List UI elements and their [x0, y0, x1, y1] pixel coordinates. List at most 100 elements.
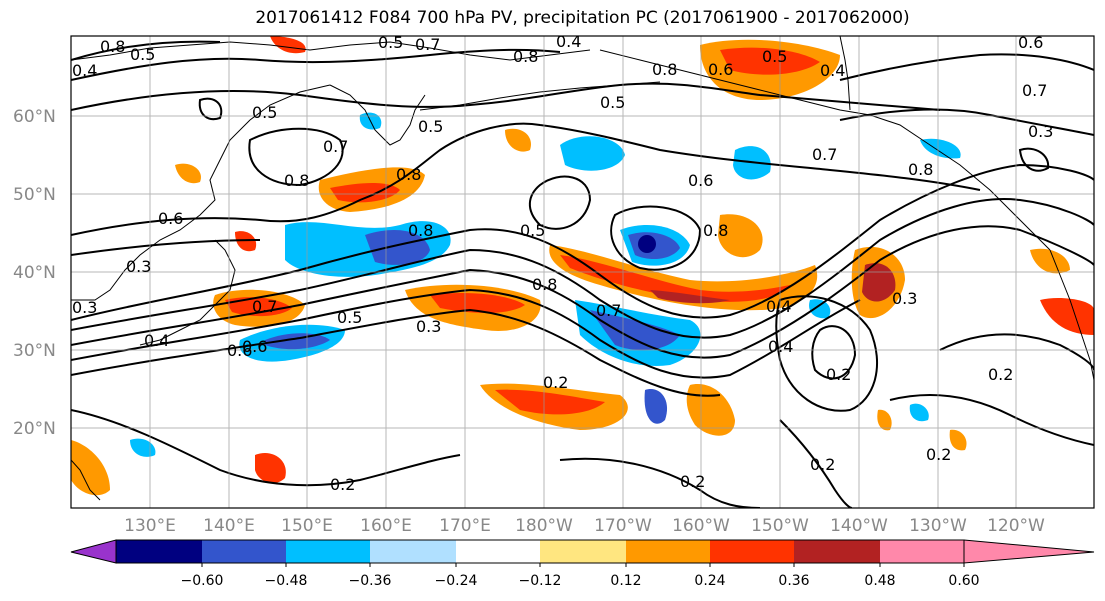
precip-region-positive	[686, 384, 735, 436]
contour-label: 0.8	[100, 37, 125, 56]
lon-label: 170°W	[594, 516, 652, 536]
pv-contour	[779, 419, 853, 508]
precip-region-negative	[809, 299, 831, 319]
contour-label: 0.4	[820, 61, 845, 80]
precip-region-negative	[909, 403, 929, 422]
contour-label: 0.2	[810, 455, 835, 474]
pv-contour	[528, 175, 592, 230]
colorbar-cell	[116, 540, 202, 563]
colorbar-extend-high	[963, 539, 1095, 564]
pv-contour	[939, 333, 1094, 371]
contour-label: 0.5	[600, 93, 625, 112]
lat-label: 40°N	[13, 263, 56, 283]
pv-contour	[248, 127, 344, 187]
contour-label: 0.3	[892, 289, 917, 308]
precip-region-negative	[560, 136, 625, 171]
precip-region-positive	[495, 389, 605, 415]
contour-labels: 0.8 0.5 0.4 0.5 0.5 0.7 0.8 0.6 0.8 0.8 …	[72, 32, 1053, 494]
contour-label: 0.2	[680, 472, 705, 491]
contour-label: 0.7	[1022, 81, 1047, 100]
contour-label: 0.2	[926, 445, 951, 464]
pv-contour	[71, 308, 721, 397]
pv-contour	[839, 53, 1094, 81]
colorbar-cell	[540, 540, 626, 563]
contour-label: 0.2	[330, 475, 355, 494]
colorbar-tick-label: 0.12	[610, 573, 641, 589]
lat-label: 50°N	[13, 185, 56, 205]
coastline-aleutians	[419, 81, 661, 111]
pv-contour	[71, 82, 941, 111]
contour-label: 0.7	[252, 297, 277, 316]
colorbar-tick-label: 0.36	[778, 573, 809, 589]
pv-contour	[71, 225, 1094, 359]
contour-label: 0.2	[826, 365, 851, 384]
contour-label: 0.8	[908, 160, 933, 179]
lon-label: 140°E	[203, 516, 255, 536]
precip-region-negative	[638, 235, 656, 253]
precip-region-negative	[920, 138, 961, 159]
lon-label: 140°W	[830, 516, 888, 536]
precip-region-positive	[1040, 298, 1094, 335]
colorbar-cell	[286, 540, 370, 563]
colorbar-tick-label: 0.48	[864, 573, 895, 589]
colorbar-tick-label: 0.60	[948, 573, 979, 589]
contour-label: 0.4	[768, 337, 793, 356]
lon-label: 160°W	[672, 516, 730, 536]
pv-contour	[559, 457, 761, 508]
precip-region-positive	[877, 409, 892, 431]
coastline-canada	[839, 36, 851, 111]
colorbar-cell	[370, 540, 456, 563]
map-border	[70, 35, 1095, 509]
contour-label: 0.5	[130, 45, 155, 64]
colorbar-tick-label: −0.36	[349, 573, 392, 589]
pv-contours	[71, 40, 1094, 508]
colorbar-tick-label: −0.12	[519, 573, 562, 589]
coastline-japan	[139, 239, 236, 346]
contour-label: 0.6	[1018, 33, 1043, 52]
contour-label: 0.7	[812, 145, 837, 164]
contour-label: 0.5	[378, 33, 403, 52]
contour-label: 0.4	[72, 61, 97, 80]
precip-region-negative	[590, 310, 680, 351]
coastlines	[71, 36, 1094, 501]
precip-region-positive	[650, 290, 730, 304]
precip-region-positive	[718, 214, 763, 258]
pv-contour	[71, 48, 561, 81]
contour-label: 0.4	[766, 297, 791, 316]
contour-label: 0.8	[652, 60, 677, 79]
colorbar-cell	[880, 540, 964, 563]
contour-label: 0.8	[284, 171, 309, 190]
colorbar-cell	[202, 540, 286, 563]
contour-label: 0.5	[252, 103, 277, 122]
colorbar-tick-label: −0.60	[181, 573, 224, 589]
colorbar-cell	[794, 540, 880, 563]
contour-label: 0.6	[227, 341, 252, 360]
pv-contour	[71, 198, 1094, 339]
contour-label: 0.7	[323, 137, 348, 156]
pv-contour	[1018, 147, 1050, 172]
pv-contour	[71, 288, 861, 379]
colorbar-cell	[626, 540, 710, 563]
precip-region-positive	[270, 36, 306, 54]
pv-contour	[889, 394, 1094, 446]
precip-region-positive	[330, 183, 400, 203]
lon-label: 150°W	[751, 516, 809, 536]
colorbar-tick-label: 0.24	[694, 573, 725, 589]
precip-region-positive	[505, 128, 531, 152]
pv-contour	[610, 205, 702, 271]
colorbar: −0.60 −0.48 −0.36 −0.24 −0.12 0.12 0.24 …	[70, 539, 1095, 589]
contour-label: 0.4	[556, 32, 581, 51]
pv-contour	[71, 409, 461, 487]
precip-region-positive	[225, 297, 292, 317]
contour-label: 0.7	[415, 35, 440, 54]
precip-region-positive	[1030, 248, 1070, 274]
colorbar-cell	[456, 540, 540, 563]
gridlines	[71, 36, 1094, 508]
contour-label: 0.6	[708, 60, 733, 79]
coastline-alaska	[599, 49, 1051, 251]
lon-labels: 130°E 140°E 150°E 160°E 170°E 180°W 170°…	[124, 516, 1045, 536]
contour-label: 0.5	[762, 47, 787, 66]
lon-label: 120°W	[987, 516, 1045, 536]
lat-labels: 60°N 50°N 40°N 30°N 20°N	[13, 107, 56, 439]
contour-label: 0.8	[513, 47, 538, 66]
